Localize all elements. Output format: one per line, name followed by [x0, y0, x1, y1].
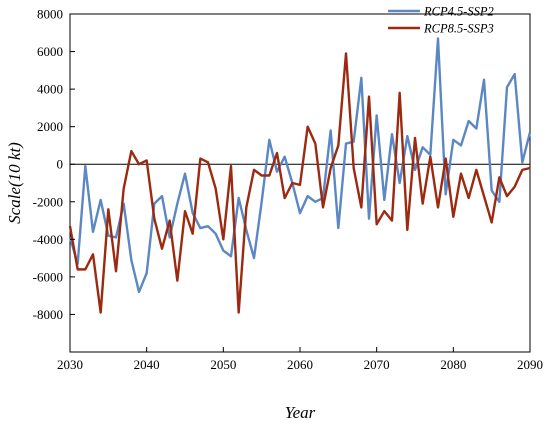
y-tick-label: 8000 [37, 7, 63, 22]
series-line-2 [68, 52, 531, 314]
series-line-1 [68, 37, 532, 294]
y-tick-label: 6000 [37, 44, 63, 59]
legend-label-1: RCP4.5-SSP2 [423, 5, 494, 19]
x-axis-label: Year [285, 403, 316, 422]
legend-label-2: RCP8.5-SSP3 [423, 22, 494, 36]
y-tick-label: 0 [57, 157, 64, 172]
legend: RCP4.5-SSP2 RCP8.5-SSP3 [388, 5, 494, 36]
y-tick-label: -4000 [33, 232, 63, 247]
x-tick-label: 2070 [364, 357, 390, 372]
x-tick-label: 2090 [517, 357, 543, 372]
series-lines [68, 37, 532, 314]
x-tick-label: 2030 [57, 357, 83, 372]
x-tick-label: 2040 [134, 357, 160, 372]
y-tick-label: 4000 [37, 82, 63, 97]
x-tick-label: 2060 [287, 357, 313, 372]
y-tick-label: -8000 [33, 307, 63, 322]
x-axis-ticks: 2030 2040 2050 2060 2070 2080 2090 [57, 347, 543, 372]
y-tick-label: -2000 [33, 194, 63, 209]
y-tick-label: 2000 [37, 119, 63, 134]
y-axis-ticks: -8000 -6000 -4000 -2000 0 2000 4000 6000 8000 [33, 7, 75, 322]
y-tick-label: -6000 [33, 269, 63, 284]
y-axis-label: Scale(10 kt) [5, 142, 24, 224]
x-tick-label: 2050 [210, 357, 236, 372]
x-tick-label: 2080 [440, 357, 466, 372]
